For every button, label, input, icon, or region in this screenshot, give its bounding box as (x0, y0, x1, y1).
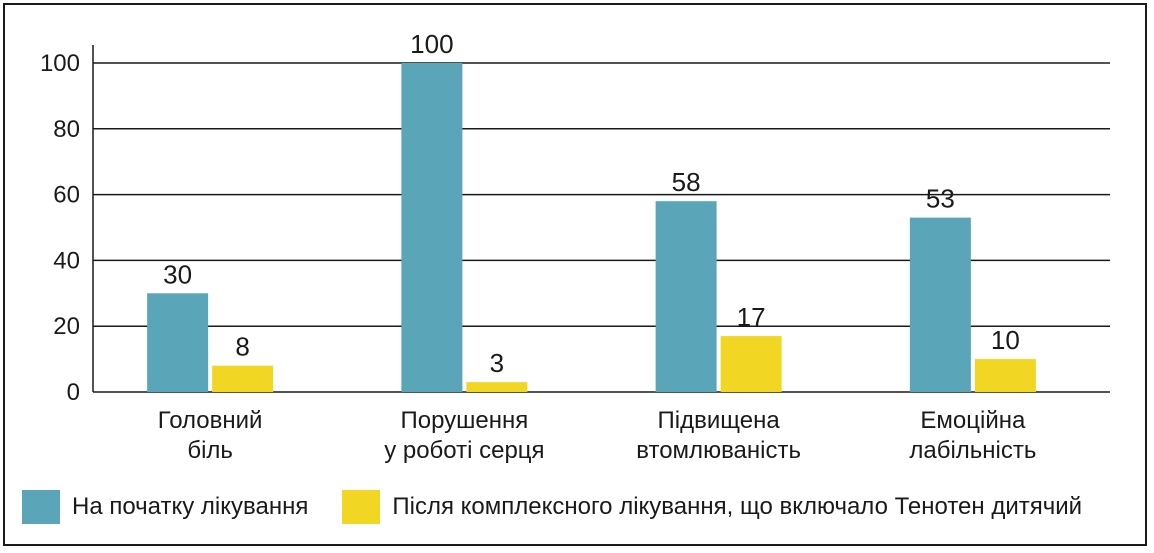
data-label-s2-c3: 17 (737, 302, 766, 332)
category-label-2-line-1: Порушення (400, 407, 528, 434)
y-tick-label-40: 40 (53, 247, 80, 274)
category-label-3-line-2: втомлюваність (636, 437, 801, 464)
chart-frame (3, 3, 1147, 546)
data-label-s2-c2: 3 (490, 348, 504, 378)
category-label-2-line-2: у роботі серця (384, 437, 544, 464)
bar-s1-c3 (655, 201, 717, 392)
category-label-1-line-1: Головний (158, 407, 263, 434)
legend-swatch-series-1 (22, 490, 60, 524)
category-label-4-line-2: лабільність (909, 437, 1036, 464)
y-axis: 0 20 40 60 80 100 (40, 45, 94, 406)
bar-s2-c2 (466, 382, 528, 392)
bars (147, 63, 1036, 392)
y-tick-label-100: 100 (40, 50, 80, 77)
data-label-s1-c3: 58 (672, 167, 701, 197)
category-label-3-line-1: Підвищена (658, 407, 781, 434)
legend-item-series-1: На початку лікування (22, 490, 308, 524)
legend-label-series-2: Після комплексного лікування, що включал… (392, 493, 1083, 520)
data-label-s2-c4: 10 (991, 325, 1020, 355)
data-label-s1-c4: 53 (926, 184, 955, 214)
y-tick-label-80: 80 (53, 116, 80, 143)
y-tick-label-60: 60 (53, 182, 80, 209)
legend-label-series-1: На початку лікування (72, 493, 309, 520)
category-label-4-line-1: Емоційна (920, 407, 1026, 434)
bar-s2-c1 (212, 365, 274, 392)
bar-s2-c3 (720, 336, 782, 392)
legend-item-series-2: Після комплексного лікування, що включал… (342, 490, 1082, 524)
legend-swatch-series-2 (342, 490, 381, 524)
bar-s1-c4 (909, 217, 971, 392)
data-label-s2-c1: 8 (235, 332, 249, 362)
legend: На початку лікування Після комплексного … (22, 490, 1116, 524)
bar-s1-c2 (401, 63, 463, 392)
y-tick-label-20: 20 (53, 313, 80, 340)
bar-s2-c4 (974, 359, 1036, 392)
category-labels: Головний біль Порушення у роботі серця Підви… (158, 407, 1037, 464)
data-label-s1-c1: 30 (163, 259, 192, 289)
category-label-1-line-2: біль (187, 437, 233, 464)
data-label-s1-c2: 100 (410, 29, 453, 59)
data-labels: 30 8 100 3 58 17 53 10 (163, 29, 1020, 378)
y-tick-label-0: 0 (67, 379, 80, 406)
bar-s1-c1 (147, 293, 209, 392)
